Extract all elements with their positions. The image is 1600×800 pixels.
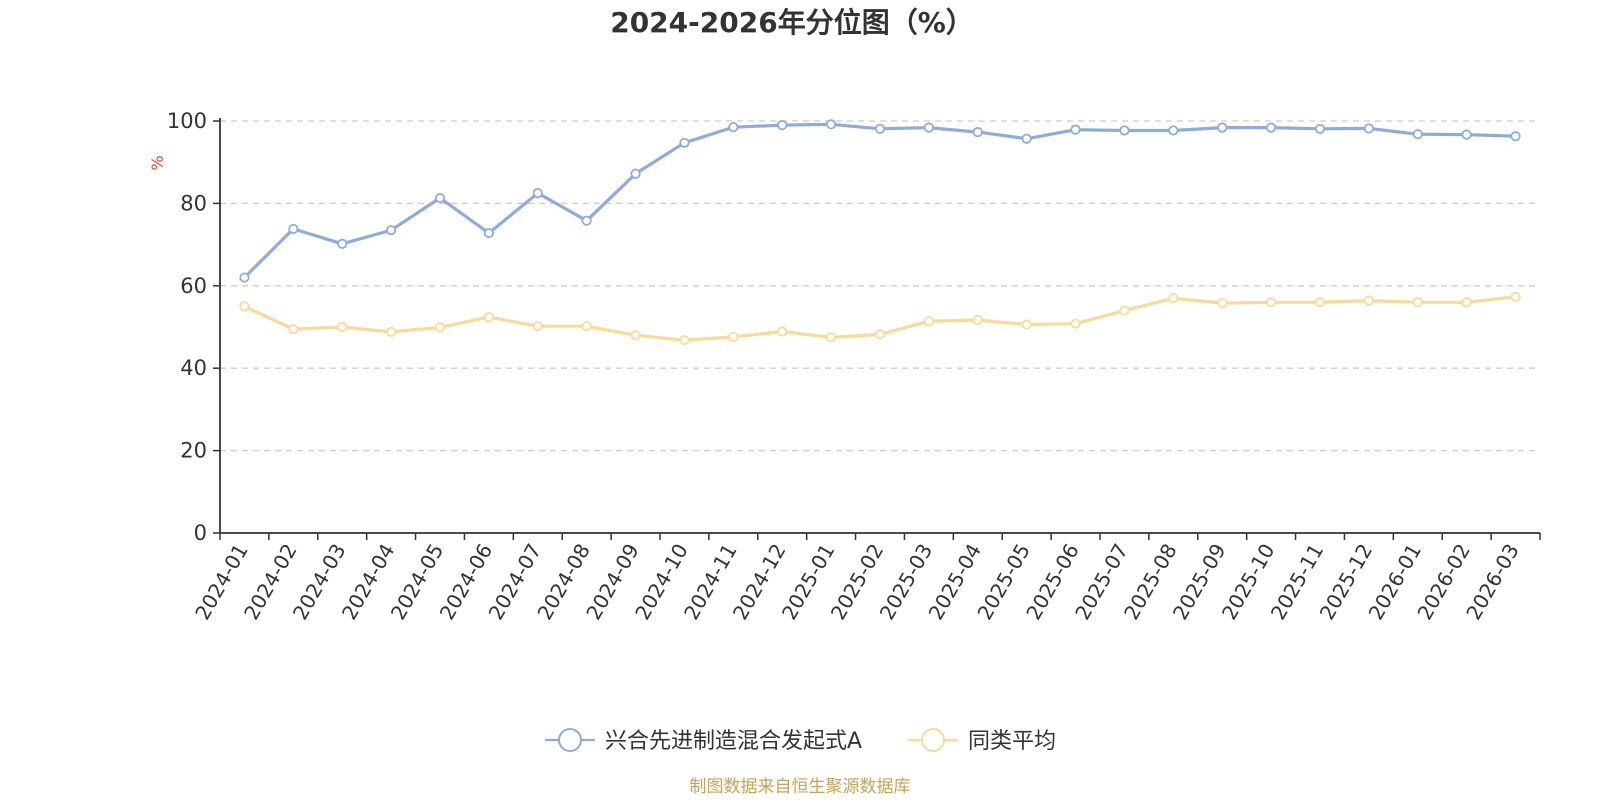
series-1	[239, 119, 1521, 283]
data-point[interactable]	[1070, 124, 1081, 135]
y-tick-label: 40	[180, 356, 207, 380]
data-point[interactable]	[337, 238, 348, 249]
data-point[interactable]	[1266, 297, 1277, 308]
data-point[interactable]	[1510, 291, 1521, 303]
legend-marker-icon	[558, 728, 582, 752]
legend[interactable]: 兴合先进制造混合发起式A 同类平均	[545, 728, 1056, 754]
y-tick-label: 60	[180, 274, 207, 298]
data-point[interactable]	[1363, 123, 1374, 134]
data-point[interactable]	[483, 312, 494, 323]
data-point[interactable]	[679, 137, 690, 148]
data-point[interactable]	[777, 326, 788, 337]
series-line	[243, 122, 1516, 279]
data-point[interactable]	[1363, 295, 1374, 306]
data-point[interactable]	[581, 321, 592, 332]
data-point[interactable]	[1070, 318, 1081, 329]
data-point[interactable]	[288, 323, 299, 335]
data-point[interactable]	[1168, 125, 1179, 136]
series-lines	[239, 119, 1521, 346]
legend-marker-icon	[921, 728, 945, 752]
data-point[interactable]	[1412, 129, 1423, 140]
data-point[interactable]	[923, 122, 934, 133]
data-point[interactable]	[386, 225, 397, 236]
data-point[interactable]	[1119, 305, 1130, 316]
data-point[interactable]	[1021, 133, 1032, 144]
grid-lines	[220, 120, 1540, 452]
data-point[interactable]	[1168, 293, 1179, 304]
data-point[interactable]	[434, 192, 446, 204]
data-point[interactable]	[337, 321, 348, 333]
y-tick-label: 20	[180, 439, 207, 463]
data-point[interactable]	[1510, 131, 1521, 142]
legend-item-2[interactable]: 同类平均	[908, 728, 1056, 754]
data-point[interactable]	[386, 326, 397, 338]
data-point[interactable]	[532, 321, 543, 332]
data-point[interactable]	[630, 330, 641, 341]
data-point[interactable]	[630, 168, 641, 179]
data-point[interactable]	[728, 122, 739, 133]
data-point[interactable]	[239, 272, 250, 283]
data-point[interactable]	[972, 314, 983, 326]
axes: 020406080100%2024-012024-022024-032024-0…	[148, 109, 1541, 624]
data-point[interactable]	[1461, 129, 1472, 140]
data-point[interactable]	[874, 123, 886, 134]
chart-title: 2024-2026年分位图（%）	[610, 6, 974, 39]
data-point[interactable]	[581, 215, 592, 226]
data-point[interactable]	[1119, 125, 1130, 136]
data-point[interactable]	[1314, 297, 1326, 308]
data-point[interactable]	[1217, 122, 1228, 133]
source-note: 制图数据来自恒生聚源数据库	[690, 777, 911, 797]
legend-label: 兴合先进制造混合发起式A	[605, 729, 862, 754]
y-tick-label: 100	[167, 109, 207, 133]
y-axis-label: %	[148, 155, 167, 170]
data-point[interactable]	[239, 301, 250, 312]
data-point[interactable]	[532, 188, 543, 199]
data-point[interactable]	[1412, 297, 1423, 308]
y-tick-label: 0	[194, 521, 207, 545]
data-point[interactable]	[434, 322, 446, 333]
data-point[interactable]	[1021, 319, 1032, 330]
data-point[interactable]	[679, 335, 690, 346]
data-point[interactable]	[728, 331, 739, 342]
legend-item-1[interactable]: 兴合先进制造混合发起式A	[545, 728, 862, 754]
data-point[interactable]	[483, 227, 494, 239]
data-point[interactable]	[972, 127, 983, 138]
data-point[interactable]	[777, 120, 788, 131]
data-point[interactable]	[1217, 298, 1228, 309]
data-point[interactable]	[1461, 297, 1472, 308]
series-2	[239, 291, 1521, 346]
data-point[interactable]	[826, 332, 837, 343]
data-point[interactable]	[1266, 122, 1277, 133]
data-point[interactable]	[923, 316, 934, 327]
data-point[interactable]	[1314, 123, 1326, 134]
data-point[interactable]	[826, 119, 837, 130]
data-point[interactable]	[874, 329, 886, 340]
data-point[interactable]	[288, 223, 299, 235]
y-tick-label: 80	[180, 191, 207, 215]
legend-label: 同类平均	[968, 729, 1056, 754]
